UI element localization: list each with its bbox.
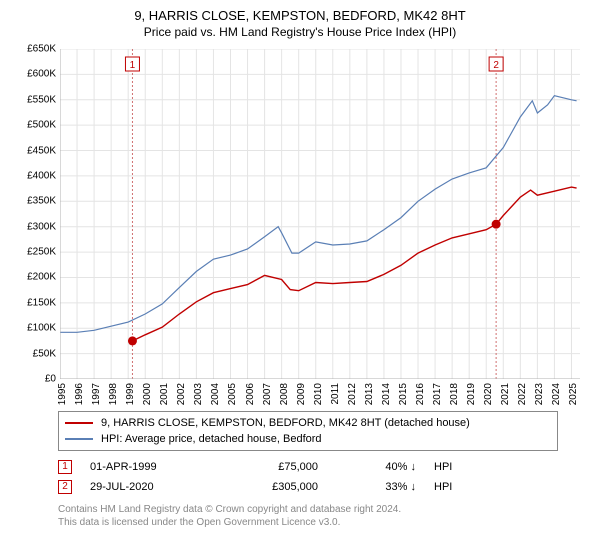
legend-swatch	[65, 422, 93, 424]
event-row: 1 01-APR-1999 £75,000 40% ↓ HPI	[58, 457, 590, 477]
event-price: £305,000	[223, 477, 318, 497]
plot: 12	[60, 49, 580, 379]
chart-svg: 12	[60, 49, 580, 379]
event-row: 2 29-JUL-2020 £305,000 33% ↓ HPI	[58, 477, 590, 497]
event-date: 01-APR-1999	[90, 457, 205, 477]
events-table: 1 01-APR-1999 £75,000 40% ↓ HPI 2 29-JUL-2020 £…	[58, 457, 590, 497]
event-marker-icon: 1	[58, 460, 72, 474]
y-axis-label: £100K	[10, 323, 56, 334]
attribution-line: This data is licensed under the Open Gov…	[58, 516, 590, 529]
attribution-line: Contains HM Land Registry data © Crown c…	[58, 503, 590, 516]
y-axis-label: £400K	[10, 170, 56, 181]
y-axis-label: £350K	[10, 196, 56, 207]
legend: 9, HARRIS CLOSE, KEMPSTON, BEDFORD, MK42…	[58, 411, 558, 451]
y-axis-label: £300K	[10, 221, 56, 232]
event-date: 29-JUL-2020	[90, 477, 205, 497]
attribution: Contains HM Land Registry data © Crown c…	[58, 503, 590, 529]
y-axis-label: £550K	[10, 94, 56, 105]
svg-text:1: 1	[130, 60, 136, 71]
legend-row: 9, HARRIS CLOSE, KEMPSTON, BEDFORD, MK42…	[65, 415, 551, 431]
event-vs: HPI	[434, 477, 464, 497]
y-axis-label: £200K	[10, 272, 56, 283]
event-delta: 40% ↓	[336, 457, 416, 477]
event-vs: HPI	[434, 457, 464, 477]
legend-swatch	[65, 438, 93, 440]
legend-row: HPI: Average price, detached house, Bedf…	[65, 431, 551, 447]
y-axis-label: £50K	[10, 348, 56, 359]
y-axis-label: £150K	[10, 297, 56, 308]
event-price: £75,000	[223, 457, 318, 477]
chart-area: £0 £50K £100K £150K £200K £250K £300K £350K £400…	[10, 45, 590, 405]
svg-text:2: 2	[493, 60, 499, 71]
x-axis-label: 2025	[568, 383, 592, 413]
y-axis-label: £600K	[10, 69, 56, 80]
chart-subtitle: Price paid vs. HM Land Registry's House …	[10, 25, 590, 39]
event-delta: 33% ↓	[336, 477, 416, 497]
y-axis-label: £250K	[10, 247, 56, 258]
y-axis-label: £650K	[10, 44, 56, 55]
legend-label: HPI: Average price, detached house, Bedf…	[101, 431, 322, 447]
legend-label: 9, HARRIS CLOSE, KEMPSTON, BEDFORD, MK42…	[101, 415, 470, 431]
chart-title: 9, HARRIS CLOSE, KEMPSTON, BEDFORD, MK42…	[10, 8, 590, 23]
event-marker-icon: 2	[58, 480, 72, 494]
y-axis-label: £0	[10, 374, 56, 385]
y-axis-label: £500K	[10, 120, 56, 131]
y-axis-label: £450K	[10, 145, 56, 156]
